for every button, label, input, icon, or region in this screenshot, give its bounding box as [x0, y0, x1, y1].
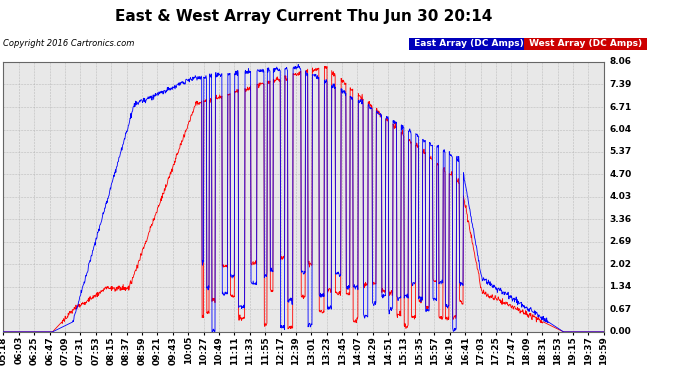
Text: 4.03: 4.03 — [609, 192, 631, 201]
Text: 7.39: 7.39 — [609, 80, 631, 89]
Text: 2.02: 2.02 — [609, 260, 631, 269]
Text: West Array (DC Amps): West Array (DC Amps) — [526, 39, 645, 48]
Text: 8.06: 8.06 — [609, 57, 631, 66]
Text: 6.71: 6.71 — [609, 103, 631, 112]
Text: 5.37: 5.37 — [609, 147, 631, 156]
Text: 3.36: 3.36 — [609, 215, 631, 224]
Text: 6.04: 6.04 — [609, 125, 631, 134]
Text: East Array (DC Amps): East Array (DC Amps) — [411, 39, 526, 48]
Text: 2.69: 2.69 — [609, 237, 631, 246]
Text: 0.67: 0.67 — [609, 305, 631, 314]
Text: Copyright 2016 Cartronics.com: Copyright 2016 Cartronics.com — [3, 39, 135, 48]
Text: 0.00: 0.00 — [609, 327, 631, 336]
Text: 1.34: 1.34 — [609, 282, 631, 291]
Text: East & West Array Current Thu Jun 30 20:14: East & West Array Current Thu Jun 30 20:… — [115, 9, 492, 24]
Text: 4.70: 4.70 — [609, 170, 631, 179]
